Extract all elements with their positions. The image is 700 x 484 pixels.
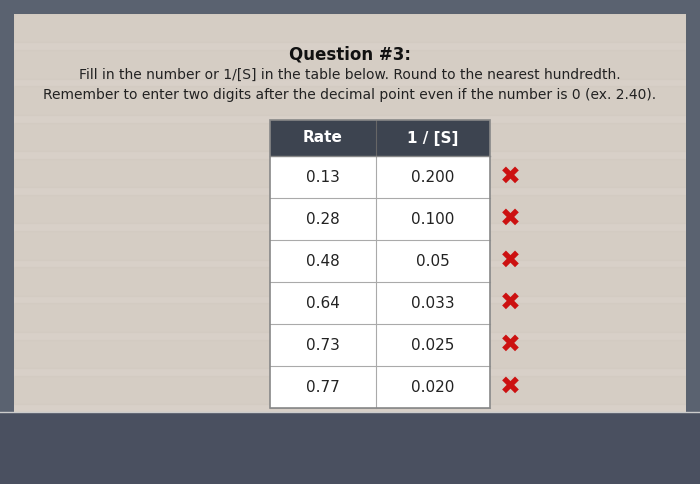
Bar bbox=[14, 50, 686, 78]
Text: Rate: Rate bbox=[303, 131, 343, 146]
Text: 0.020: 0.020 bbox=[411, 379, 454, 394]
Text: 0.28: 0.28 bbox=[306, 212, 340, 227]
Bar bbox=[270, 198, 490, 240]
Text: Question #3:: Question #3: bbox=[289, 46, 411, 64]
Bar bbox=[270, 366, 490, 408]
Text: ✖: ✖ bbox=[500, 375, 521, 399]
Text: ✖: ✖ bbox=[500, 249, 521, 273]
Text: 0.73: 0.73 bbox=[306, 337, 340, 352]
Text: 1 / [S]: 1 / [S] bbox=[407, 131, 458, 146]
Bar bbox=[270, 120, 490, 156]
Bar bbox=[270, 240, 490, 282]
Text: 0.77: 0.77 bbox=[306, 379, 340, 394]
Text: ✖: ✖ bbox=[500, 291, 521, 315]
Text: Remember to enter two digits after the decimal point even if the number is 0 (ex: Remember to enter two digits after the d… bbox=[43, 88, 657, 102]
Text: 0.200: 0.200 bbox=[411, 169, 454, 184]
Bar bbox=[14, 14, 686, 43]
Bar bbox=[270, 156, 490, 198]
Bar bbox=[14, 195, 686, 223]
Bar bbox=[14, 376, 686, 404]
Bar bbox=[14, 14, 686, 412]
Bar bbox=[14, 231, 686, 259]
Text: ✖: ✖ bbox=[500, 165, 521, 189]
Text: 0.025: 0.025 bbox=[411, 337, 454, 352]
Bar bbox=[14, 122, 686, 151]
Bar bbox=[14, 303, 686, 332]
Bar bbox=[270, 282, 490, 324]
Bar bbox=[14, 159, 686, 187]
Bar bbox=[14, 340, 686, 368]
Bar bbox=[14, 86, 686, 115]
Text: 0.100: 0.100 bbox=[411, 212, 454, 227]
Text: ✖: ✖ bbox=[500, 207, 521, 231]
Text: Fill in the number or 1/[S] in the table below. Round to the nearest hundredth.: Fill in the number or 1/[S] in the table… bbox=[79, 68, 621, 82]
Text: 0.48: 0.48 bbox=[306, 254, 340, 269]
Text: 0.64: 0.64 bbox=[306, 296, 340, 311]
Bar bbox=[0, 412, 700, 484]
Text: 0.05: 0.05 bbox=[416, 254, 449, 269]
Bar bbox=[14, 267, 686, 296]
Text: ✖: ✖ bbox=[500, 333, 521, 357]
Bar bbox=[270, 324, 490, 366]
Text: 0.033: 0.033 bbox=[411, 296, 454, 311]
Text: 0.13: 0.13 bbox=[306, 169, 340, 184]
Bar bbox=[270, 120, 490, 408]
